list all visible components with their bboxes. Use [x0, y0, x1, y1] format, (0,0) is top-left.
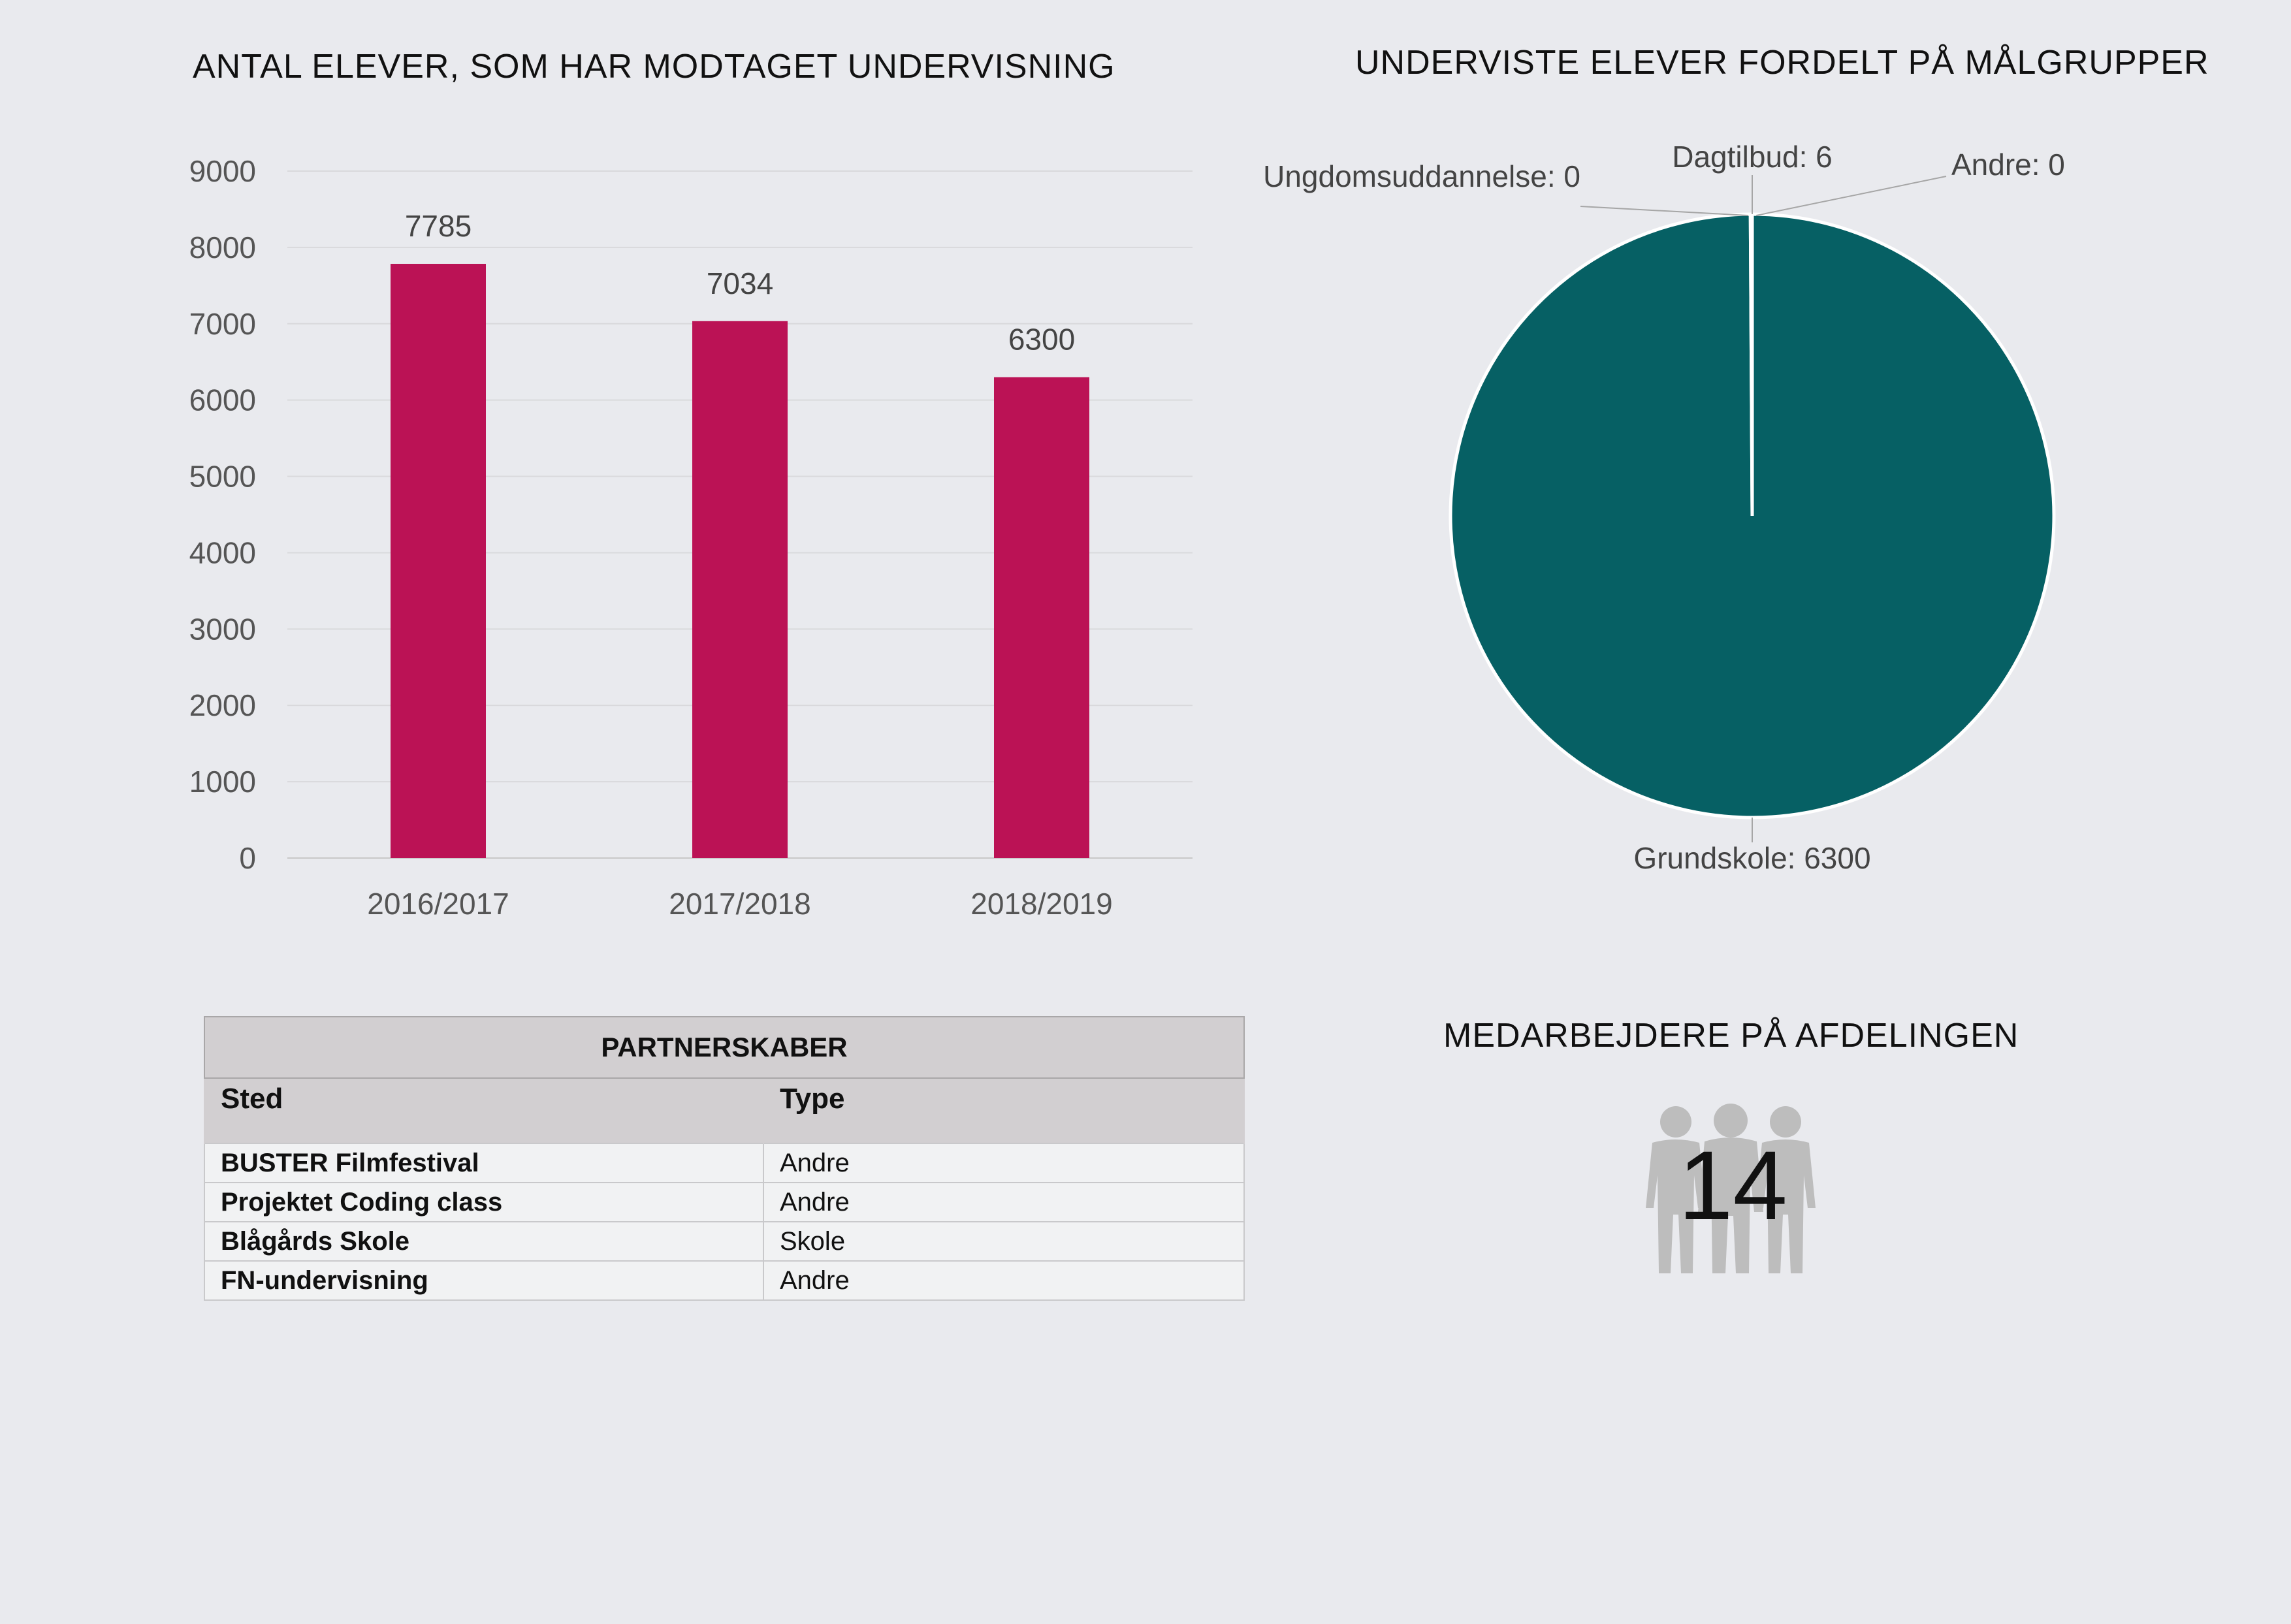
table-row: Projektet Coding class Andre [204, 1182, 1245, 1222]
table-caption: PARTNERSKABER [204, 1016, 1245, 1079]
y-tick-label: 7000 [189, 307, 256, 341]
bar [391, 264, 486, 858]
y-tick-label: 0 [239, 841, 256, 875]
table-header-row: Sted Type [204, 1078, 1245, 1143]
bar [692, 321, 788, 858]
staff-count: 14 [1678, 1130, 1787, 1240]
y-tick-label: 6000 [189, 383, 256, 417]
bar-data-label: 6300 [1008, 323, 1075, 357]
y-tick-label: 8000 [189, 231, 256, 264]
x-tick-label: 2016/2017 [367, 887, 509, 921]
type-cell: Andre [763, 1182, 1245, 1222]
bar-data-label: 7785 [405, 209, 472, 243]
y-tick-label: 1000 [189, 765, 256, 799]
pie-slice [1748, 212, 1754, 517]
column-header-place: Sted [204, 1078, 764, 1143]
staff-title: MEDARBEJDERE PÅ AFDELINGEN [1443, 1017, 2019, 1055]
table-row: Blågårds Skole Skole [204, 1221, 1245, 1262]
pie-chart-title: UNDERVISTE ELEVER FORDELT PÅ MÅLGRUPPER [1355, 44, 2209, 82]
bar-chart-title: ANTAL ELEVER, SOM HAR MODTAGET UNDERVISN… [193, 48, 1115, 86]
place-cell: Blågårds Skole [204, 1221, 764, 1262]
x-tick-label: 2017/2018 [669, 887, 810, 921]
column-header-type: Type [763, 1078, 1245, 1143]
pie-leader-line [1755, 176, 1947, 216]
x-tick-label: 2018/2019 [970, 887, 1112, 921]
people-group-icon [1646, 1104, 1816, 1273]
pie-slice-label: Dagtilbud: 6 [1672, 140, 1833, 174]
table-row: FN-undervisning Andre [204, 1260, 1245, 1301]
type-cell: Skole [763, 1221, 1245, 1262]
bar-data-label: 7034 [707, 266, 773, 300]
pie-slice-label: Ungdomsuddannelse: 0 [1263, 159, 1580, 193]
pie-slice-label: Grundskole: 6300 [1633, 841, 1870, 875]
place-cell: FN-undervisning [204, 1260, 764, 1301]
partnerships-table: PARTNERSKABER Sted Type BUSTER Filmfesti… [204, 1016, 1245, 1301]
y-tick-label: 9000 [189, 154, 256, 188]
y-tick-label: 5000 [189, 460, 256, 494]
pie-leader-line [1580, 206, 1749, 216]
place-cell: BUSTER Filmfestival [204, 1143, 764, 1183]
type-cell: Andre [763, 1143, 1245, 1183]
table-row: BUSTER Filmfestival Andre [204, 1143, 1245, 1183]
pie-slice-label: Andre: 0 [1951, 148, 2065, 182]
type-cell: Andre [763, 1260, 1245, 1301]
y-tick-label: 2000 [189, 688, 256, 722]
bar [994, 377, 1089, 858]
place-cell: Projektet Coding class [204, 1182, 764, 1222]
y-tick-label: 4000 [189, 535, 256, 569]
y-tick-label: 3000 [189, 612, 256, 646]
